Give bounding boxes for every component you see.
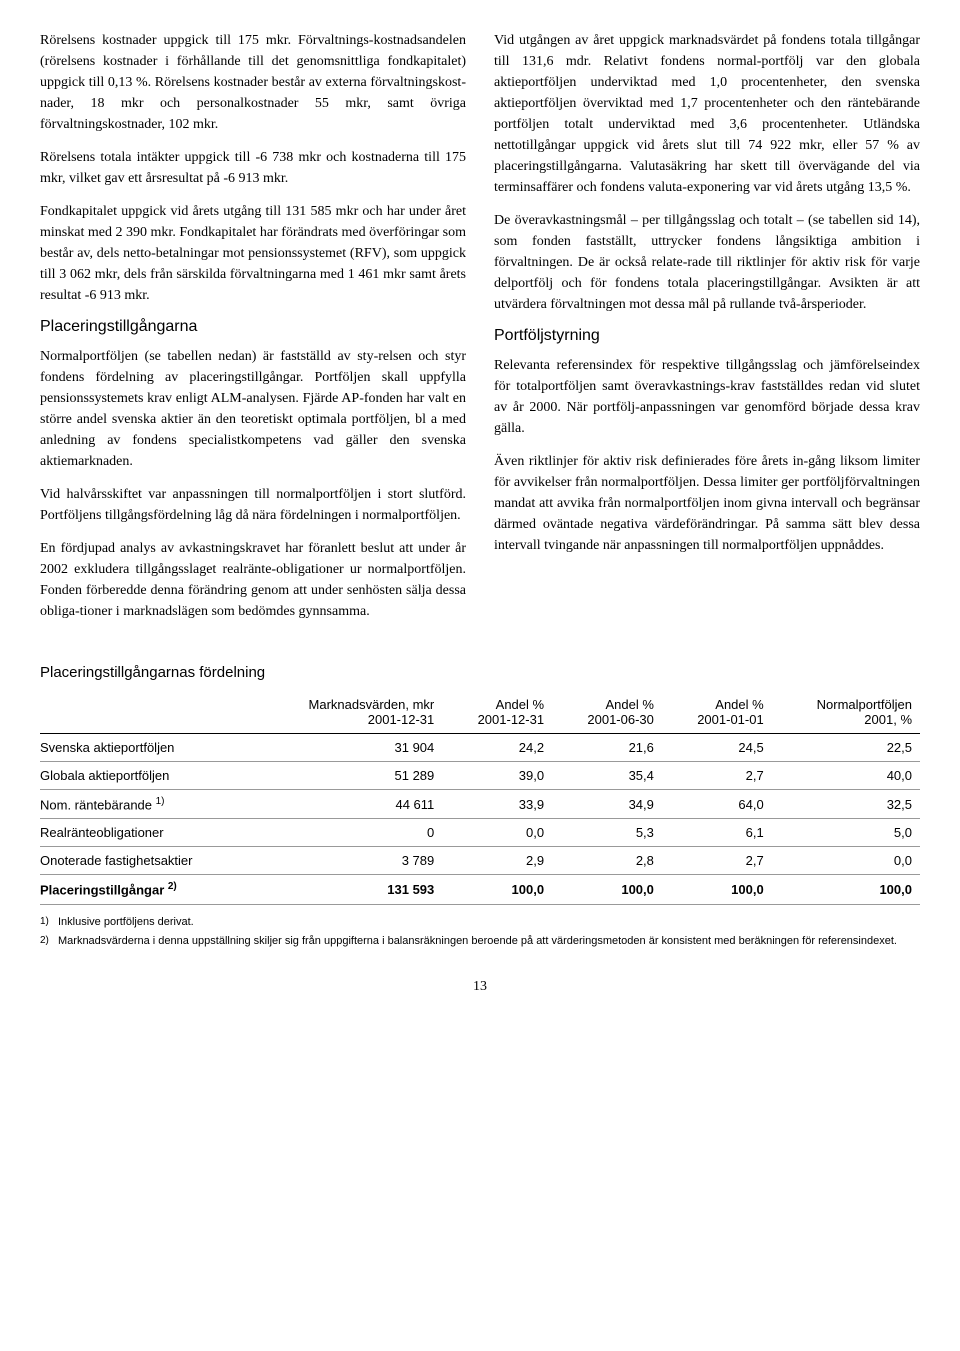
- paragraph: Vid halvårsskiftet var anpassningen till…: [40, 484, 466, 526]
- cell: 6,1: [662, 819, 772, 847]
- paragraph: Rörelsens kostnader uppgick till 175 mkr…: [40, 30, 466, 135]
- table-header: [40, 693, 254, 734]
- table-footnotes: 1) Inklusive portföljens derivat. 2) Markna…: [40, 915, 920, 950]
- page-number: 13: [40, 979, 920, 995]
- cell: 3 789: [254, 847, 443, 875]
- left-column: Rörelsens kostnader uppgick till 175 mkr…: [40, 30, 466, 634]
- cell: 40,0: [772, 762, 920, 790]
- cell: 21,6: [552, 734, 662, 762]
- table-header: Marknadsvärden, mkr2001-12-31: [254, 693, 443, 734]
- row-label: Onoterade fastighetsaktier: [40, 847, 254, 875]
- table-header: Andel %2001-01-01: [662, 693, 772, 734]
- table-header: Andel %2001-12-31: [442, 693, 552, 734]
- cell: 0: [254, 819, 443, 847]
- cell: 2,8: [552, 847, 662, 875]
- cell: 24,5: [662, 734, 772, 762]
- cell: 32,5: [772, 790, 920, 819]
- cell: 34,9: [552, 790, 662, 819]
- paragraph: Normalportföljen (se tabellen nedan) är …: [40, 346, 466, 472]
- paragraph: De överavkastningsmål – per tillgångssla…: [494, 210, 920, 315]
- paragraph: Relevanta referensindex för respektive t…: [494, 355, 920, 439]
- paragraph: Även riktlinjer för aktiv risk definiera…: [494, 451, 920, 556]
- section-heading: Portföljstyrning: [494, 327, 920, 345]
- row-label: Svenska aktieportföljen: [40, 734, 254, 762]
- row-label: Globala aktieportföljen: [40, 762, 254, 790]
- section-heading: Placeringstillgångarna: [40, 318, 466, 336]
- cell: 22,5: [772, 734, 920, 762]
- table-row: Nom. räntebärande 1)44 61133,934,964,032…: [40, 790, 920, 819]
- cell: 35,4: [552, 762, 662, 790]
- cell: 44 611: [254, 790, 443, 819]
- footnote: 1) Inklusive portföljens derivat.: [40, 915, 920, 930]
- cell: 51 289: [254, 762, 443, 790]
- footnote-number: 2): [40, 934, 52, 949]
- cell: 0,0: [442, 819, 552, 847]
- table-header-row: Marknadsvärden, mkr2001-12-31 Andel %200…: [40, 693, 920, 734]
- cell: 100,0: [442, 875, 552, 904]
- cell: 64,0: [662, 790, 772, 819]
- table-header: Normalportföljen2001, %: [772, 693, 920, 734]
- table-header: Andel %2001-06-30: [552, 693, 662, 734]
- paragraph: En fördjupad analys av avkastningskravet…: [40, 538, 466, 622]
- right-column: Vid utgången av året uppgick marknadsvär…: [494, 30, 920, 634]
- cell: 131 593: [254, 875, 443, 904]
- table-total-row: Placeringstillgångar 2)131 593100,0100,0…: [40, 875, 920, 904]
- cell: 0,0: [772, 847, 920, 875]
- table-title: Placeringstillgångarnas fördelning: [40, 664, 920, 681]
- footnote-number: 1): [40, 915, 52, 930]
- cell: 5,0: [772, 819, 920, 847]
- cell: 5,3: [552, 819, 662, 847]
- table-row: Svenska aktieportföljen31 90424,221,624,…: [40, 734, 920, 762]
- cell: 100,0: [772, 875, 920, 904]
- cell: 24,2: [442, 734, 552, 762]
- cell: 2,7: [662, 847, 772, 875]
- table-row: Realränteobligationer00,05,36,15,0: [40, 819, 920, 847]
- allocation-table-section: Placeringstillgångarnas fördelning Markn…: [40, 664, 920, 949]
- row-label: Nom. räntebärande 1): [40, 790, 254, 819]
- cell: 100,0: [662, 875, 772, 904]
- footnote: 2) Marknadsvärderna i denna uppställning …: [40, 934, 920, 949]
- cell: 2,9: [442, 847, 552, 875]
- text-columns: Rörelsens kostnader uppgick till 175 mkr…: [40, 30, 920, 634]
- allocation-table: Marknadsvärden, mkr2001-12-31 Andel %200…: [40, 693, 920, 905]
- table-row: Globala aktieportföljen51 28939,035,42,7…: [40, 762, 920, 790]
- cell: 33,9: [442, 790, 552, 819]
- paragraph: Rörelsens totala intäkter uppgick till -…: [40, 147, 466, 189]
- table-row: Onoterade fastighetsaktier3 7892,92,82,7…: [40, 847, 920, 875]
- row-label: Realränteobligationer: [40, 819, 254, 847]
- cell: 39,0: [442, 762, 552, 790]
- footnote-text: Marknadsvärderna i denna uppställning sk…: [58, 934, 897, 949]
- row-label: Placeringstillgångar 2): [40, 875, 254, 904]
- footnote-text: Inklusive portföljens derivat.: [58, 915, 194, 930]
- paragraph: Fondkapitalet uppgick vid årets utgång t…: [40, 201, 466, 306]
- cell: 100,0: [552, 875, 662, 904]
- cell: 31 904: [254, 734, 443, 762]
- paragraph: Vid utgången av året uppgick marknadsvär…: [494, 30, 920, 198]
- cell: 2,7: [662, 762, 772, 790]
